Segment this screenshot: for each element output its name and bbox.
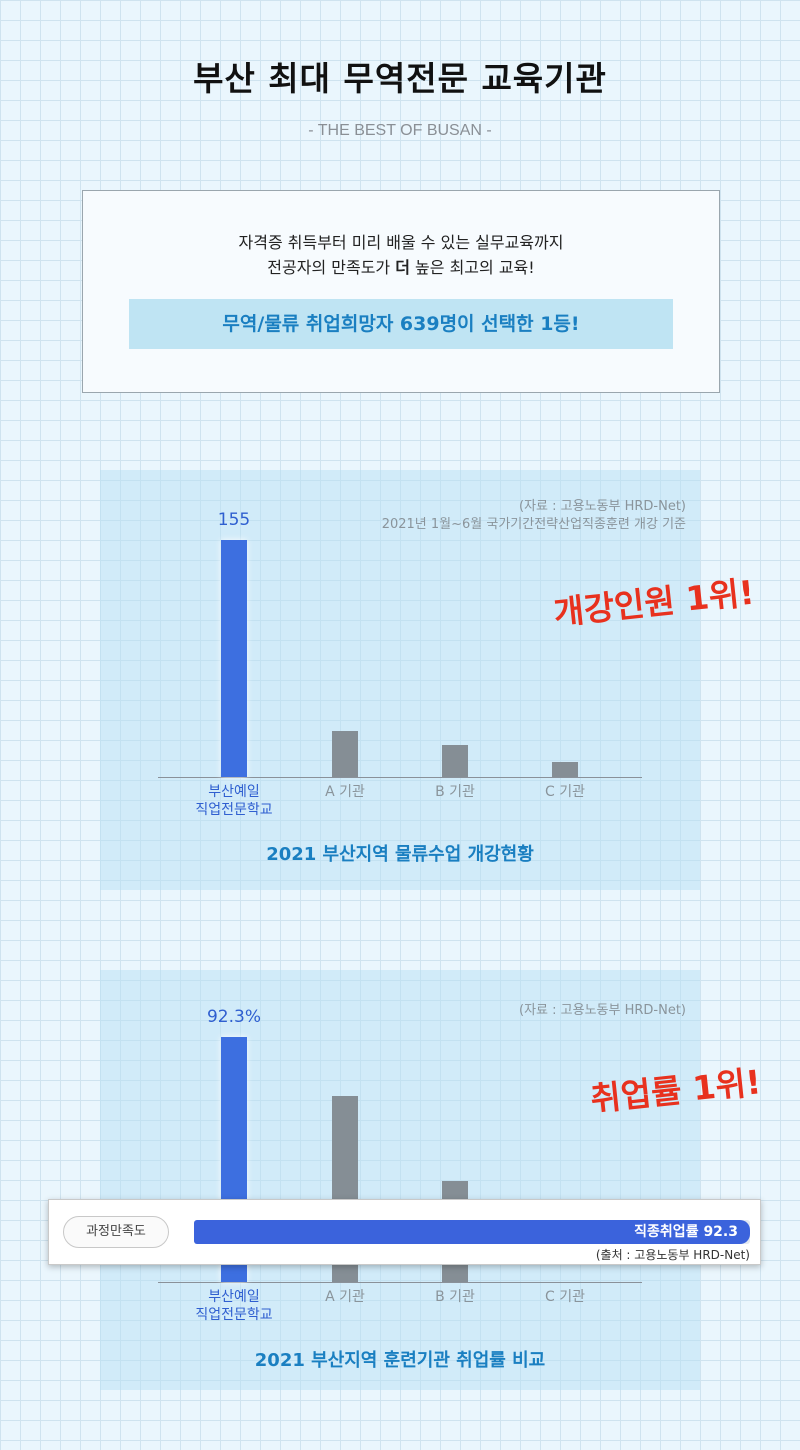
chart-baseline — [158, 777, 642, 778]
intro-line-2-bold: 더 — [395, 258, 410, 277]
x-tick-label: C 기관 — [545, 784, 585, 800]
chart-panel-enrollment: (자료 : 고용노동부 HRD-Net) 2021년 1월~6월 국가기간전략산… — [100, 470, 700, 890]
x-tick-label: 부산예일 직업전문학교 — [195, 784, 273, 818]
x-tick-label: A 기관 — [325, 1289, 365, 1305]
x-tick-label: B 기관 — [435, 784, 475, 800]
intro-line-2: 전공자의 만족도가 더 높은 최고의 교육! — [83, 254, 719, 278]
x-tick-label: B 기관 — [435, 1289, 475, 1305]
chart-bar — [442, 745, 468, 777]
chart-source: (자료 : 고용노동부 HRD-Net) 2021년 1월~6월 국가기간전략산… — [382, 498, 686, 534]
intro-highlight: 무역/물류 취업희망자 639명이 선택한 1등! — [129, 299, 673, 349]
x-tick-label: A 기관 — [325, 784, 365, 800]
chart-source: (자료 : 고용노동부 HRD-Net) — [519, 1002, 686, 1020]
chart-bar — [332, 731, 358, 777]
bar-value-label: 92.3% — [206, 1007, 261, 1027]
employment-rate-fill: 직종취업률 92.3 — [194, 1220, 750, 1244]
bar-value-label: 155 — [217, 510, 251, 530]
chart-bar — [552, 762, 578, 777]
x-tick-label: C 기관 — [545, 1289, 585, 1305]
chart-source-line-1: (자료 : 고용노동부 HRD-Net) — [519, 499, 686, 514]
chart-source-line-2: 2021년 1월~6월 국가기간전략산업직종훈련 개강 기준 — [381, 517, 686, 532]
employment-rate-label: 직종취업률 92.3 — [634, 1224, 738, 1240]
card-source: (출처 : 고용노동부 HRD-Net) — [595, 1248, 750, 1262]
satisfaction-card: 과정만족도 직종취업률 92.3 (출처 : 고용노동부 HRD-Net) — [48, 1199, 761, 1265]
employment-rate-track: 직종취업률 92.3 — [194, 1220, 750, 1244]
chart-caption: 2021 부산지역 물류수업 개강현황 — [266, 844, 534, 865]
page-subtitle: - THE BEST OF BUSAN - — [308, 122, 492, 139]
chart-baseline — [158, 1282, 642, 1283]
intro-box: 자격증 취득부터 미리 배울 수 있는 실무교육까지 전공자의 만족도가 더 높… — [82, 190, 720, 393]
chart-caption: 2021 부산지역 훈련기관 취업률 비교 — [254, 1350, 546, 1371]
intro-line-2-pre: 전공자의 만족도가 — [267, 258, 396, 277]
intro-line-2-post: 높은 최고의 교육! — [409, 258, 535, 277]
chart-bar — [221, 540, 247, 777]
page-title: 부산 최대 무역전문 교육기관 — [193, 59, 607, 98]
satisfaction-pill: 과정만족도 — [63, 1216, 169, 1248]
intro-line-1: 자격증 취득부터 미리 배울 수 있는 실무교육까지 — [238, 233, 564, 252]
chart-panel-employment: (자료 : 고용노동부 HRD-Net) 2021 부산지역 훈련기관 취업률 … — [100, 970, 700, 1390]
x-tick-label: 부산예일 직업전문학교 — [195, 1289, 273, 1323]
chart-source-line-1: (자료 : 고용노동부 HRD-Net) — [519, 1003, 686, 1018]
